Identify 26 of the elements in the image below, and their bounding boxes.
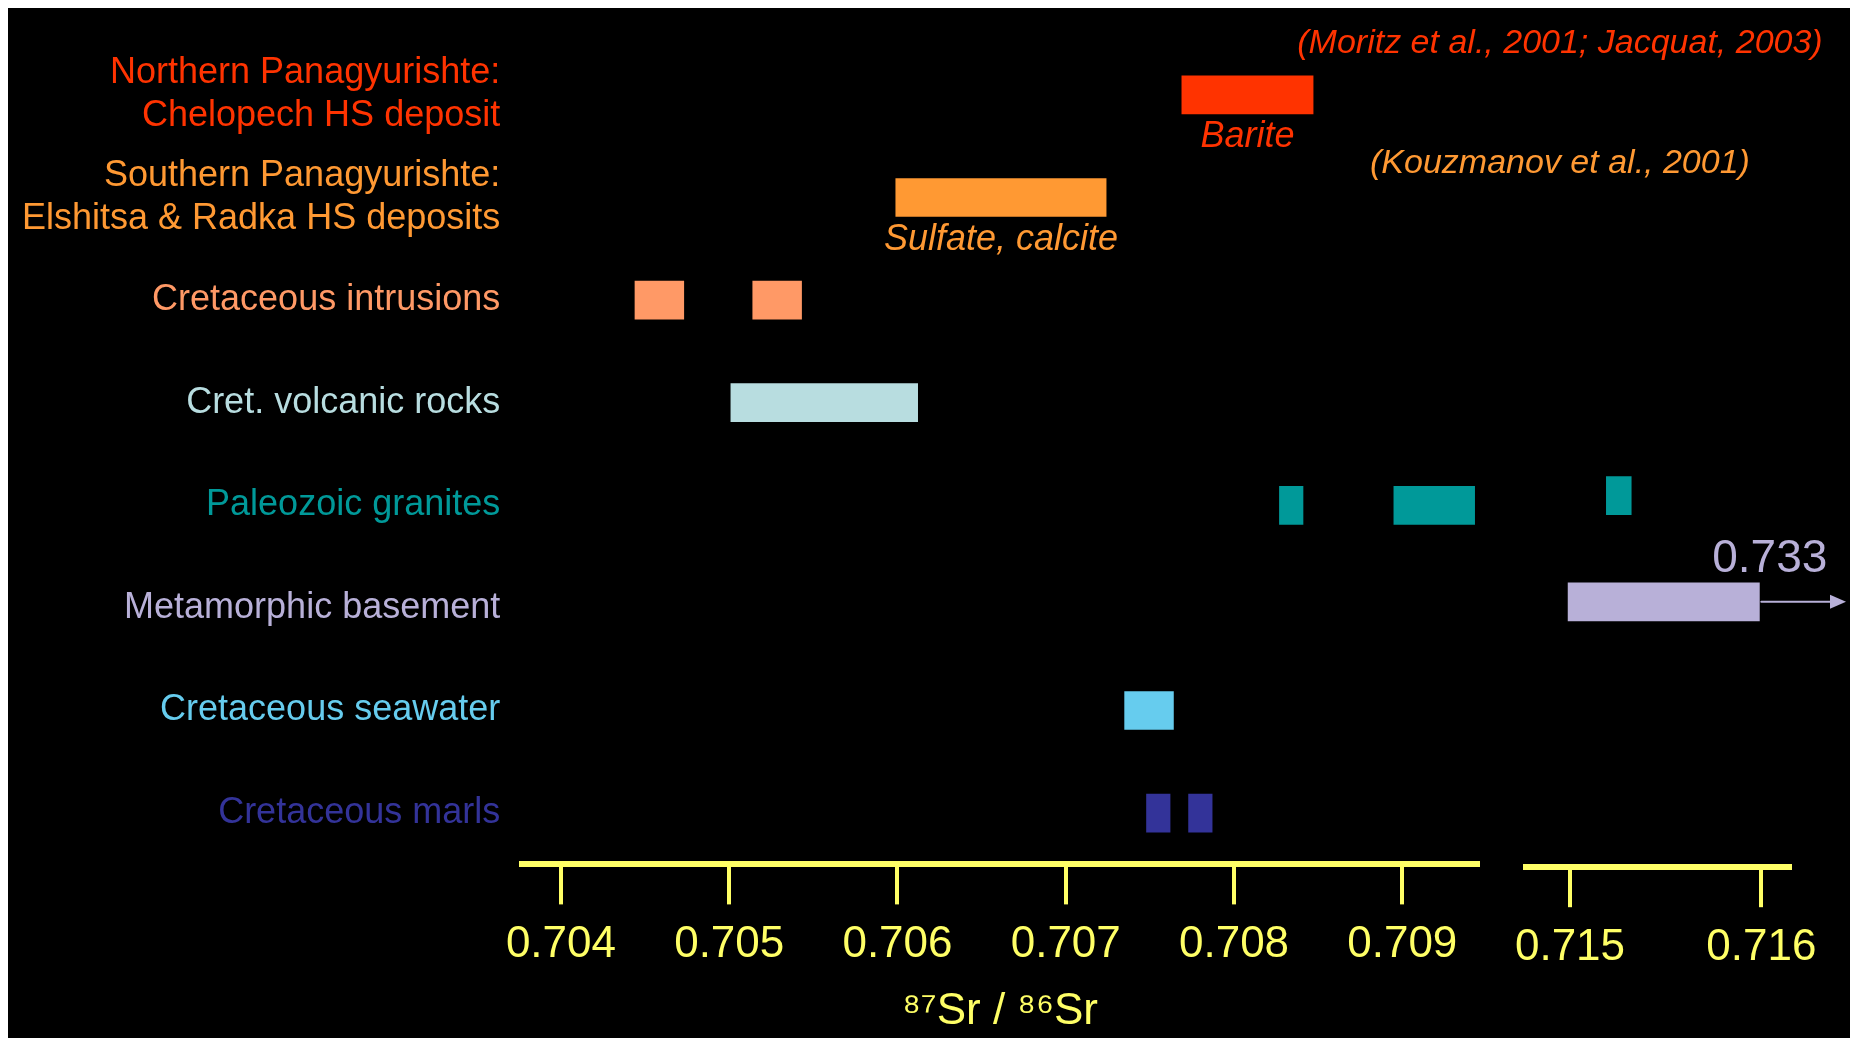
y-tick-label: Paleozoic granites — [206, 482, 501, 524]
y-tick-label: Cretaceous seawater — [160, 687, 501, 729]
y-tick-label: Metamorphic basement — [124, 584, 501, 626]
bar — [895, 178, 1107, 217]
x-tick-label: 0.708 — [1178, 916, 1290, 966]
x-tick-label: 0.706 — [842, 916, 953, 966]
x-axis-title: ⁸⁷Sr / ⁸⁶Sr — [902, 983, 1099, 1033]
annotation: (Moritz et al., 2001; Jacquat, 2003) — [1296, 22, 1824, 61]
y-tick-label: Northern Panagyurishte: Chelopech HS deposit — [110, 50, 501, 135]
bar — [1181, 75, 1314, 115]
x-tick-label: 0.715 — [1514, 919, 1626, 969]
y-tick-label: Cret. volcanic rocks — [186, 379, 501, 421]
x-tick-label: 0.707 — [1010, 916, 1121, 966]
y-tick-label: Cretaceous intrusions — [152, 277, 501, 319]
annotation: Sulfate, calcite — [883, 216, 1119, 258]
annotation: Barite — [1200, 113, 1295, 155]
annotation: 0.733 — [1712, 529, 1828, 582]
x-tick-label: 0.704 — [505, 916, 616, 966]
x-tick-label: 0.709 — [1347, 916, 1458, 966]
y-tick-label: Cretaceous marls — [218, 790, 501, 832]
x-tick-label: 0.705 — [674, 916, 785, 966]
bar — [730, 383, 918, 423]
annotation: (Kouzmanov et al., 2001) — [1370, 142, 1750, 180]
x-tick-label: 0.716 — [1706, 919, 1817, 969]
bar — [1124, 691, 1174, 730]
y-tick-label: Southern Panagyurishte: Elshitsa & Radka HS deposits — [22, 152, 501, 238]
